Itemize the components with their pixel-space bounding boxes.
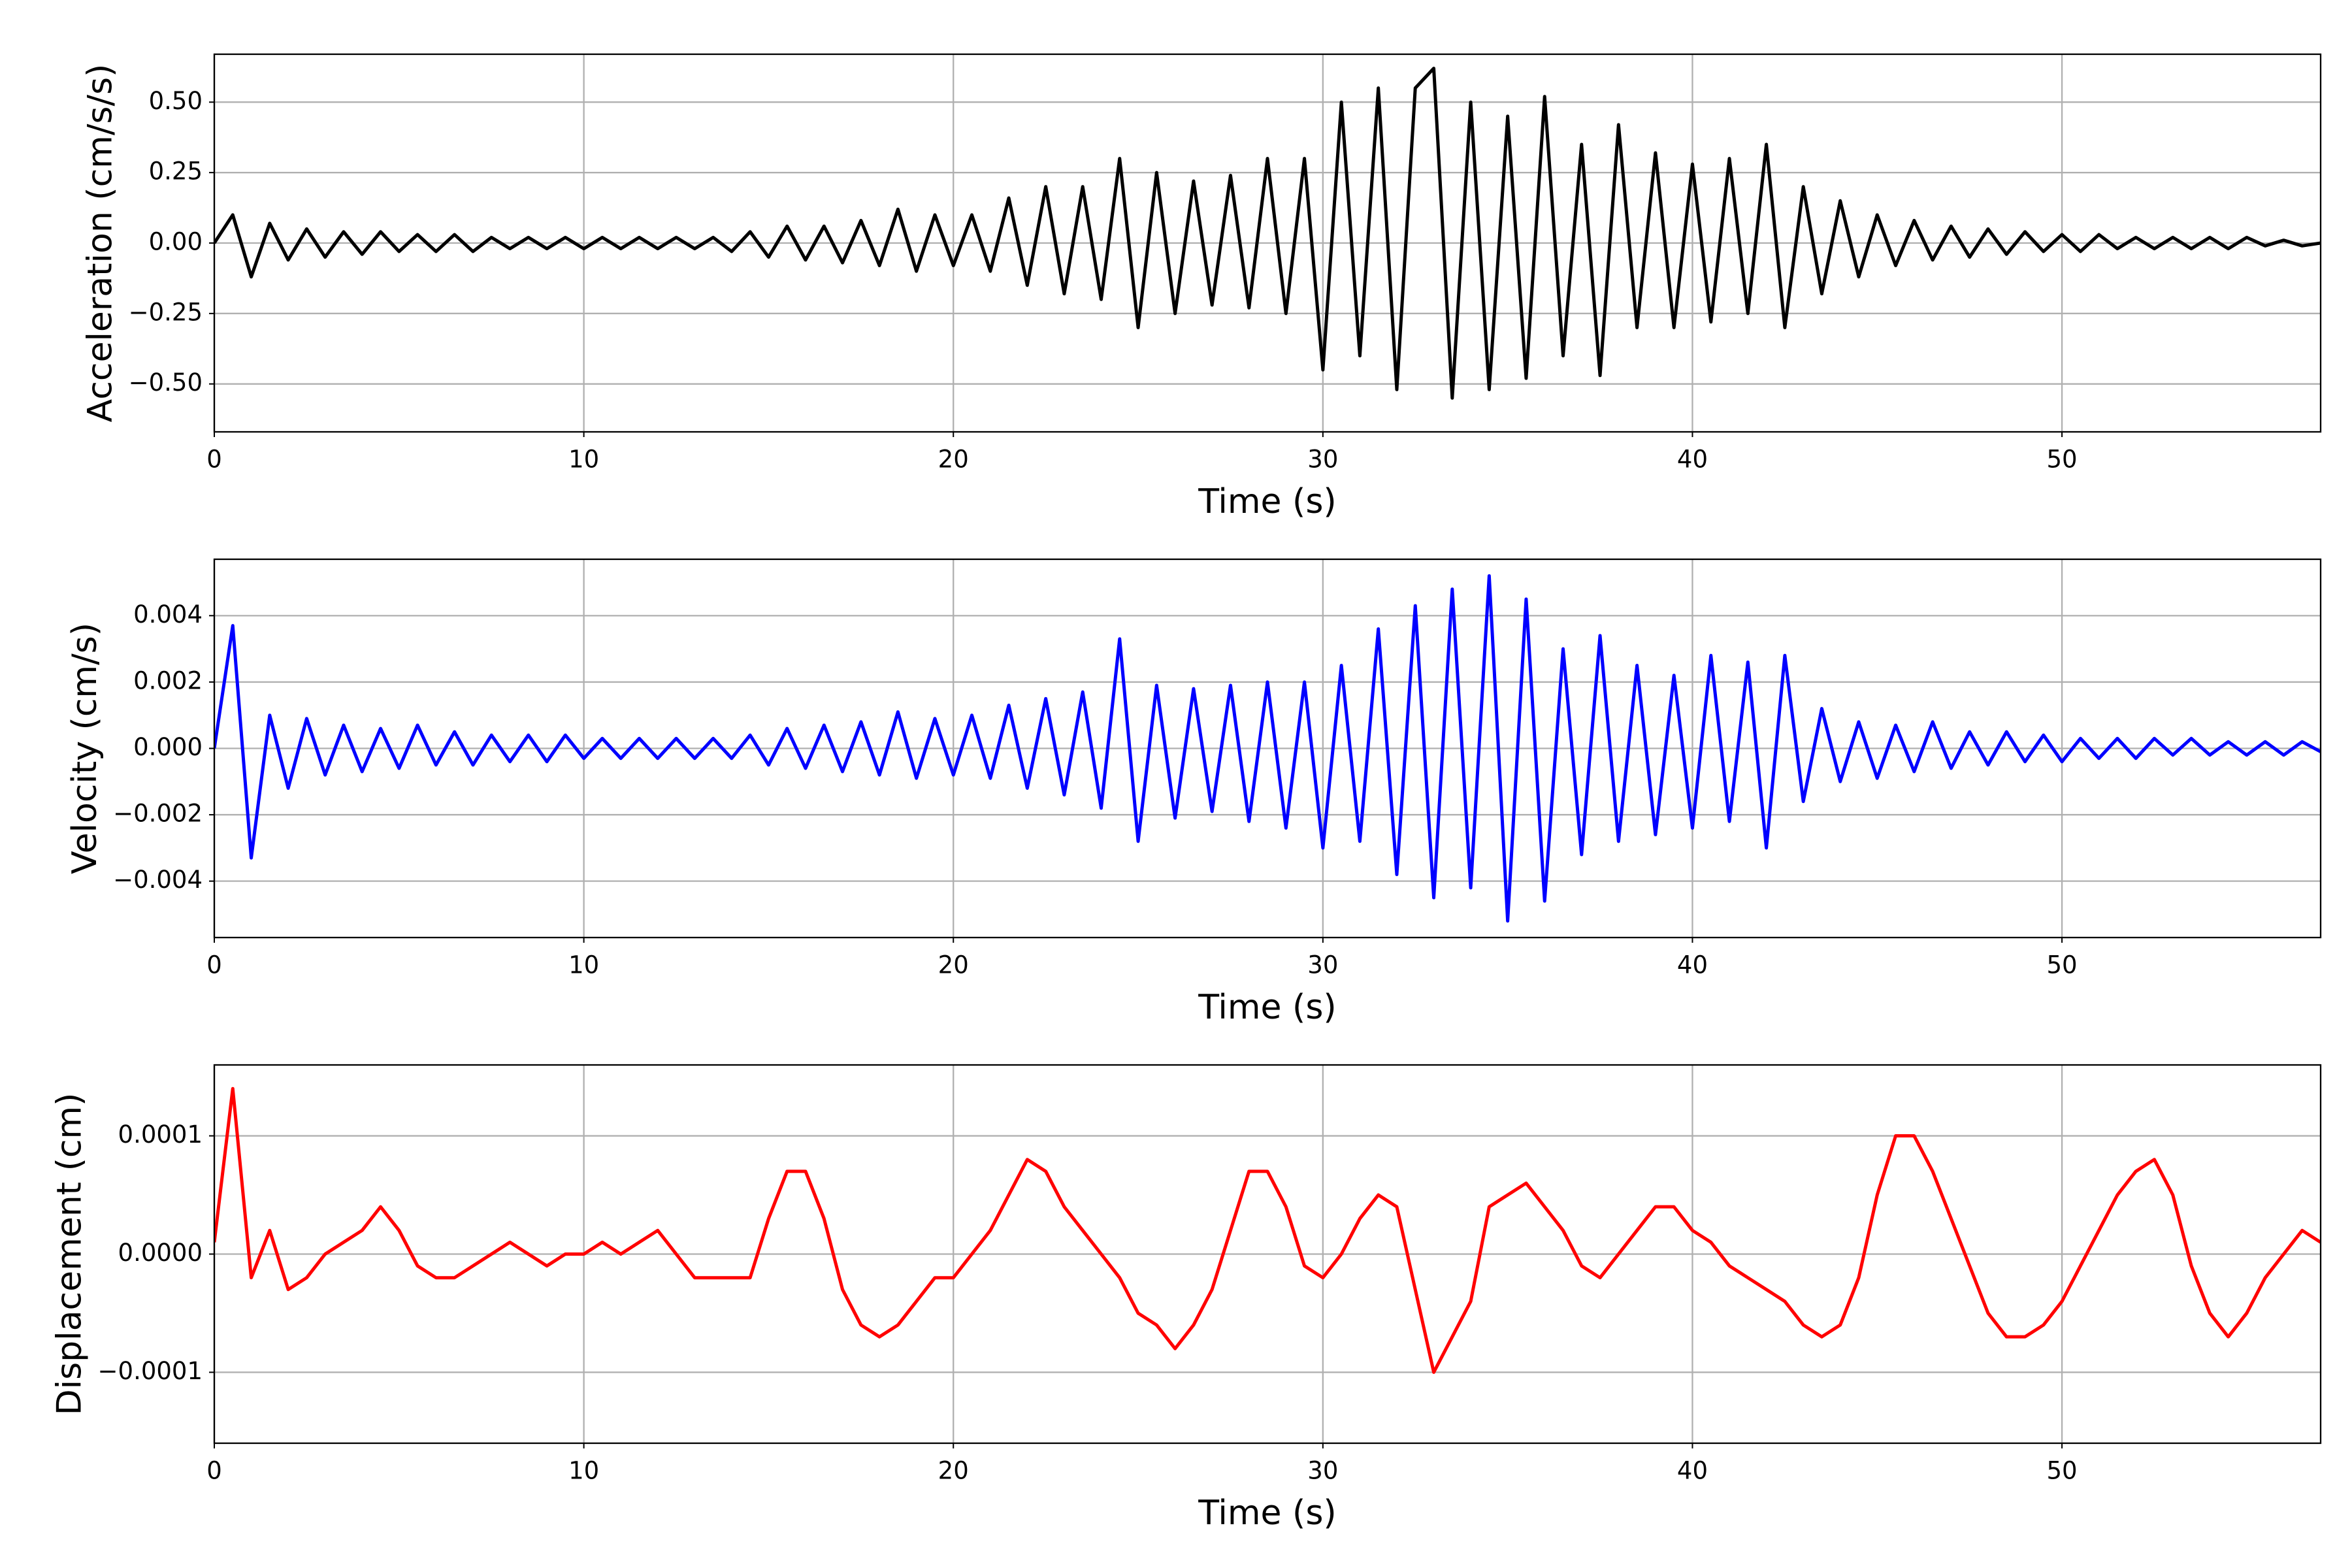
x-tick-label: 20 <box>938 1457 969 1485</box>
x-tick-label: 50 <box>2047 1457 2078 1485</box>
x-axis-label: Time (s) <box>1198 482 1336 521</box>
x-tick-label: 40 <box>1677 446 1708 474</box>
x-tick-label: 30 <box>1307 1457 1338 1485</box>
x-tick-label: 0 <box>206 446 222 474</box>
y-tick-label: 0.002 <box>133 666 203 694</box>
y-tick-label: 0.00 <box>149 228 203 256</box>
y-tick-label: 0.0000 <box>118 1239 203 1267</box>
y-tick-label: −0.002 <box>113 800 203 828</box>
axes-frame <box>213 558 2322 939</box>
y-axis-label: Displacement (cm) <box>50 1093 90 1416</box>
x-tick-label: 50 <box>2047 446 2078 474</box>
x-tick-label: 10 <box>568 951 599 979</box>
y-tick-label: 0.50 <box>149 87 203 115</box>
y-tick-label: −0.0001 <box>98 1357 203 1385</box>
x-tick-label: 30 <box>1307 446 1338 474</box>
x-tick-label: 40 <box>1677 951 1708 979</box>
x-tick-label: 20 <box>938 446 969 474</box>
y-axis-label: Velocity (cm/s) <box>65 623 105 874</box>
y-tick-label: −0.25 <box>129 298 203 326</box>
x-tick-label: 0 <box>206 1457 222 1485</box>
x-tick-label: 0 <box>206 951 222 979</box>
y-tick-label: −0.50 <box>129 368 203 397</box>
y-tick-label: 0.000 <box>133 733 203 761</box>
y-tick-label: −0.004 <box>113 866 203 894</box>
axes-frame <box>213 53 2322 433</box>
x-tick-label: 30 <box>1307 951 1338 979</box>
data-line <box>214 1086 2321 1374</box>
y-tick-label: 0.004 <box>133 600 203 629</box>
y-axis-label: Acceleration (cm/s/s) <box>81 64 120 423</box>
x-tick-label: 10 <box>568 1457 599 1485</box>
x-tick-label: 10 <box>568 446 599 474</box>
x-axis-label: Time (s) <box>1198 1494 1336 1533</box>
data-line <box>214 574 2321 923</box>
x-tick-label: 50 <box>2047 951 2078 979</box>
x-tick-label: 40 <box>1677 1457 1708 1485</box>
y-tick-label: 0.25 <box>149 157 203 186</box>
y-tick-label: 0.0001 <box>118 1120 203 1149</box>
axes-frame <box>213 1064 2322 1445</box>
x-tick-label: 20 <box>938 951 969 979</box>
x-axis-label: Time (s) <box>1198 988 1336 1027</box>
data-line <box>214 67 2321 400</box>
